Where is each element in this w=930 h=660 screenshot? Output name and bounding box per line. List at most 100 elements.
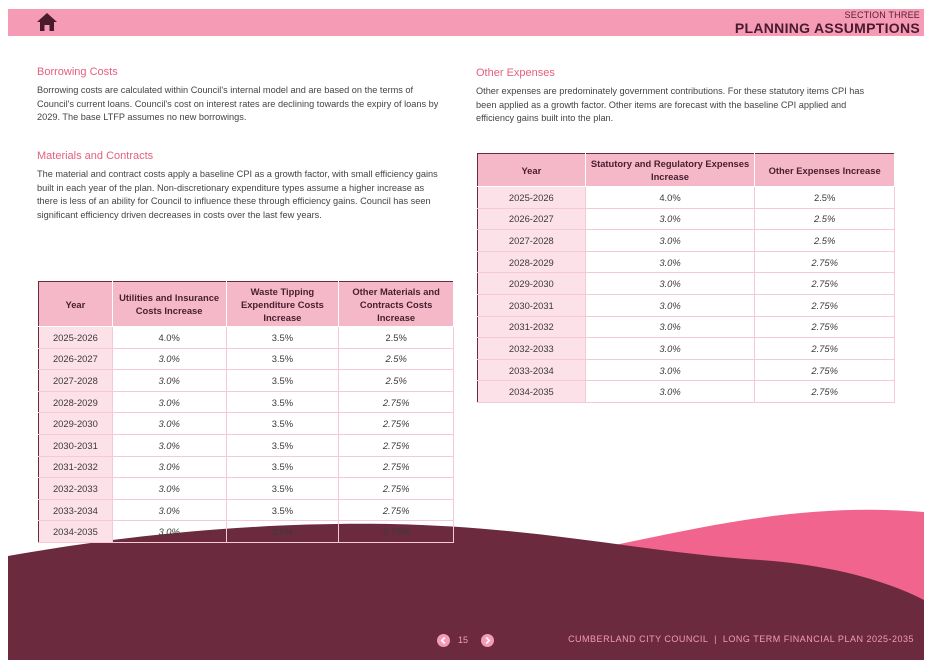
materials-contracts-table: Year Utilities and Insurance Costs Incre…	[38, 281, 454, 543]
column-header: Other Expenses Increase	[754, 153, 895, 187]
other-materials-cell: 2.75%	[338, 391, 454, 414]
other-materials-cell: 2.75%	[338, 477, 454, 500]
table-row: 2033-2034 3.0% 3.5% 2.75%	[38, 499, 454, 522]
other-expenses-cell: 2.5%	[754, 208, 895, 231]
statutory-cell: 3.0%	[585, 229, 756, 252]
chevron-right-icon[interactable]	[481, 634, 494, 647]
year-cell: 2028-2029	[477, 251, 586, 274]
home-icon[interactable]	[36, 12, 58, 32]
table-row: 2031-2032 3.0% 2.75%	[477, 316, 895, 339]
utilities-cell: 3.0%	[112, 412, 227, 435]
year-cell: 2034-2035	[38, 520, 113, 543]
year-cell: 2030-2031	[477, 294, 586, 317]
year-cell: 2032-2033	[38, 477, 113, 500]
year-cell: 2026-2027	[477, 208, 586, 231]
waste-cell: 3.5%	[226, 412, 340, 435]
table-row: 2029-2030 3.0% 3.5% 2.75%	[38, 412, 454, 435]
section-title: PLANNING ASSUMPTIONS	[734, 20, 920, 36]
table-row: 2032-2033 3.0% 3.5% 2.75%	[38, 477, 454, 500]
other-expenses-cell: 2.75%	[754, 272, 895, 295]
year-cell: 2028-2029	[38, 391, 113, 414]
utilities-cell: 4.0%	[112, 326, 227, 349]
table-row: 2034-2035 3.0% 2.75%	[477, 380, 895, 403]
table-row: 2027-2028 3.0% 3.5% 2.5%	[38, 369, 454, 392]
statutory-cell: 3.0%	[585, 294, 756, 317]
other-materials-cell: 2.5%	[338, 348, 454, 371]
column-header: Utilities and Insurance Costs Increase	[112, 281, 227, 327]
utilities-cell: 3.0%	[112, 369, 227, 392]
header-bar: SECTION THREE PLANNING ASSUMPTIONS	[8, 9, 924, 36]
other-materials-cell: 2.75%	[338, 456, 454, 479]
table-row: 2034-2035 3.0% 3.5% 2.75%	[38, 520, 454, 543]
materials-contracts-heading: Materials and Contracts	[37, 150, 154, 162]
chevron-left-icon[interactable]	[437, 634, 450, 647]
waste-cell: 3.5%	[226, 477, 340, 500]
borrowing-costs-text: Borrowing costs are calculated within Co…	[37, 85, 439, 123]
utilities-cell: 3.0%	[112, 520, 227, 543]
statutory-cell: 3.0%	[585, 359, 756, 382]
table-header-row: Year Statutory and Regulatory Expenses I…	[477, 153, 895, 187]
utilities-cell: 3.0%	[112, 499, 227, 522]
utilities-cell: 3.0%	[112, 477, 227, 500]
year-cell: 2032-2033	[477, 337, 586, 360]
year-cell: 2031-2032	[38, 456, 113, 479]
utilities-cell: 3.0%	[112, 348, 227, 371]
materials-contracts-text: The material and contract costs apply a …	[37, 169, 438, 220]
other-expenses-cell: 2.5%	[754, 186, 895, 209]
year-cell: 2033-2034	[38, 499, 113, 522]
waste-cell: 3.5%	[226, 391, 340, 414]
statutory-cell: 3.0%	[585, 208, 756, 231]
utilities-cell: 3.0%	[112, 434, 227, 457]
table-row: 2033-2034 3.0% 2.75%	[477, 359, 895, 382]
year-cell: 2029-2030	[477, 272, 586, 295]
other-materials-cell: 2.5%	[338, 369, 454, 392]
table-header-row: Year Utilities and Insurance Costs Incre…	[38, 281, 454, 327]
table-row: 2031-2032 3.0% 3.5% 2.75%	[38, 456, 454, 479]
waste-cell: 3.5%	[226, 434, 340, 457]
table-row: 2032-2033 3.0% 2.75%	[477, 337, 895, 360]
column-header: Other Materials and Contracts Costs Incr…	[338, 281, 454, 327]
borrowing-costs-heading: Borrowing Costs	[37, 66, 118, 78]
statutory-cell: 3.0%	[585, 251, 756, 274]
year-cell: 2027-2028	[477, 229, 586, 252]
column-header: Waste Tipping Expenditure Costs Increase	[226, 281, 340, 327]
statutory-cell: 3.0%	[585, 272, 756, 295]
other-expenses-cell: 2.75%	[754, 359, 895, 382]
waste-cell: 3.5%	[226, 326, 340, 349]
other-expenses-cell: 2.75%	[754, 294, 895, 317]
other-expenses-table: Year Statutory and Regulatory Expenses I…	[477, 153, 895, 403]
table-row: 2027-2028 3.0% 2.5%	[477, 229, 895, 252]
year-cell: 2031-2032	[477, 316, 586, 339]
other-expenses-heading: Other Expenses	[476, 67, 555, 79]
other-materials-cell: 2.75%	[338, 412, 454, 435]
year-cell: 2029-2030	[38, 412, 113, 435]
waste-cell: 3.5%	[226, 369, 340, 392]
other-expenses-cell: 2.75%	[754, 337, 895, 360]
other-expenses-text: Other expenses are predominately governm…	[476, 86, 865, 124]
statutory-cell: 4.0%	[585, 186, 756, 209]
utilities-cell: 3.0%	[112, 456, 227, 479]
table-row: 2028-2029 3.0% 3.5% 2.75%	[38, 391, 454, 414]
statutory-cell: 3.0%	[585, 380, 756, 403]
other-materials-cell: 2.75%	[338, 520, 454, 543]
year-cell: 2030-2031	[38, 434, 113, 457]
page-number: 15	[458, 635, 469, 645]
year-cell: 2027-2028	[38, 369, 113, 392]
section-label: SECTION THREE	[844, 10, 920, 20]
table-row: 2029-2030 3.0% 2.75%	[477, 272, 895, 295]
other-expenses-cell: 2.75%	[754, 316, 895, 339]
table-row: 2026-2027 3.0% 3.5% 2.5%	[38, 348, 454, 371]
year-cell: 2034-2035	[477, 380, 586, 403]
other-expenses-cell: 2.75%	[754, 251, 895, 274]
other-expenses-cell: 2.5%	[754, 229, 895, 252]
column-header: Year	[477, 153, 586, 187]
year-cell: 2025-2026	[477, 186, 586, 209]
table-row: 2030-2031 3.0% 3.5% 2.75%	[38, 434, 454, 457]
table-row: 2028-2029 3.0% 2.75%	[477, 251, 895, 274]
other-materials-cell: 2.75%	[338, 434, 454, 457]
statutory-cell: 3.0%	[585, 337, 756, 360]
year-cell: 2026-2027	[38, 348, 113, 371]
waste-cell: 3.5%	[226, 456, 340, 479]
column-header: Statutory and Regulatory Expenses Increa…	[585, 153, 756, 187]
